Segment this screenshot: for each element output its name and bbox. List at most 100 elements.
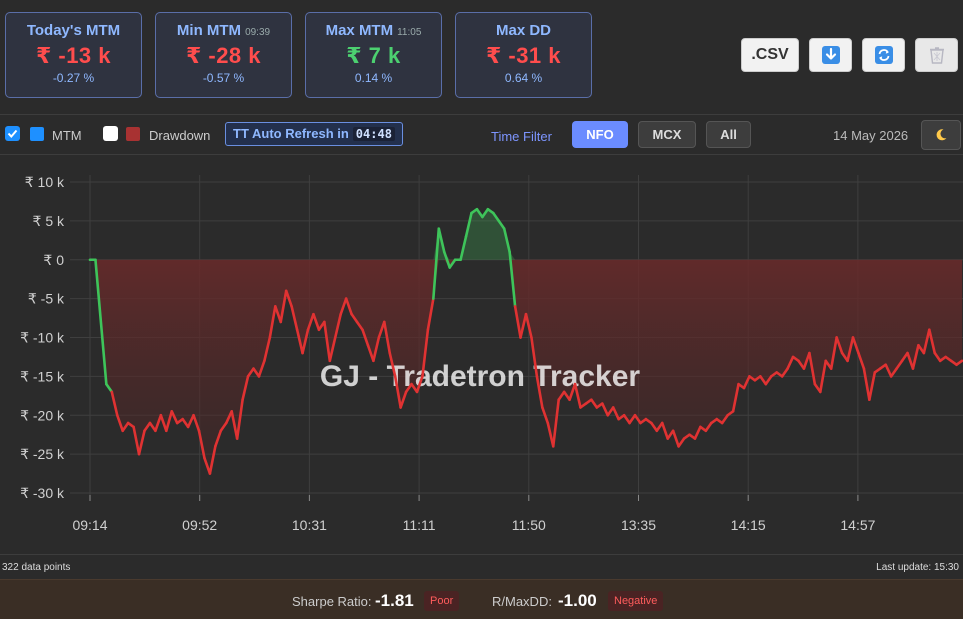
mtm-line-segment bbox=[650, 421, 659, 433]
theme-toggle-button[interactable] bbox=[921, 120, 961, 150]
mtm-line-segment bbox=[115, 413, 124, 433]
card-title: Today's MTM bbox=[26, 22, 121, 39]
x-tick-label: 14:15 bbox=[731, 517, 766, 533]
mtm-line-segment bbox=[851, 336, 860, 355]
mtm-line-segment bbox=[186, 413, 195, 429]
mtm-line-segment bbox=[399, 390, 408, 409]
mtm-line-segment bbox=[475, 207, 484, 219]
card-value: ₹ -13 k bbox=[35, 43, 112, 68]
mtm-line-segment bbox=[889, 367, 898, 378]
auto-refresh-button[interactable]: TT Auto Refresh in 04:48 bbox=[225, 122, 403, 146]
stat-cards: Today's MTM ₹ -13 k -0.27 % Min MTM 09:39… bbox=[5, 12, 592, 98]
divider bbox=[0, 114, 963, 115]
mtm-line-segment bbox=[693, 425, 702, 440]
rmaxdd-label: R/MaxDD: bbox=[492, 594, 552, 609]
card-value: ₹ -31 k bbox=[485, 43, 562, 68]
mtm-line-segment bbox=[137, 429, 146, 456]
x-tick-label: 11:11 bbox=[403, 517, 436, 533]
rmaxdd-badge: Negative bbox=[608, 591, 664, 611]
mtm-line-segment bbox=[382, 320, 392, 355]
mtm-line-segment bbox=[165, 410, 174, 433]
mtm-line-segment bbox=[105, 382, 114, 394]
card-title: Min MTM 09:39 bbox=[176, 22, 271, 39]
mtm-line-segment bbox=[818, 359, 828, 394]
mtm-line-segment bbox=[502, 227, 511, 254]
csv-export-button[interactable]: .CSV bbox=[741, 38, 799, 72]
y-tick-label: ₹ -15 k bbox=[20, 368, 65, 384]
refresh-icon bbox=[874, 46, 893, 64]
mtm-line-segment bbox=[301, 328, 310, 355]
mtm-line-segment bbox=[846, 336, 855, 363]
mtm-line-segment bbox=[764, 375, 773, 386]
mtm-line-segment bbox=[235, 398, 244, 440]
mtm-line-segment bbox=[393, 375, 402, 409]
mtm-line-segment bbox=[884, 363, 893, 378]
mtm-line-segment bbox=[421, 328, 430, 378]
y-tick-label: ₹ -5 k bbox=[28, 291, 65, 307]
mtm-line-segment bbox=[868, 371, 877, 401]
mtm-line-segment bbox=[862, 367, 871, 401]
mtm-line-segment bbox=[568, 382, 577, 401]
mtm-line-segment bbox=[573, 382, 582, 409]
mtm-line-segment bbox=[295, 328, 304, 355]
download-button[interactable] bbox=[809, 38, 852, 72]
mtm-line-segment bbox=[906, 351, 915, 370]
mtm-checkbox[interactable] bbox=[5, 126, 20, 141]
refresh-button[interactable] bbox=[862, 38, 905, 72]
mtm-line-segment bbox=[312, 312, 321, 332]
mtm-line-segment bbox=[677, 437, 686, 448]
mtm-line-segment bbox=[829, 336, 838, 370]
mtm-line-segment bbox=[159, 413, 168, 433]
check-icon bbox=[7, 129, 18, 138]
mtm-line-segment bbox=[432, 227, 441, 300]
x-tick-label: 09:52 bbox=[182, 517, 217, 533]
filter-nfo[interactable]: NFO bbox=[572, 121, 628, 148]
countdown-timer: 04:48 bbox=[352, 127, 395, 141]
data-points-count: 322 data points bbox=[2, 562, 71, 573]
mtm-line-segment bbox=[257, 359, 266, 378]
x-tick-label: 14:57 bbox=[840, 517, 875, 533]
mtm-line-segment bbox=[361, 328, 370, 347]
y-tick-label: ₹ -30 k bbox=[20, 485, 65, 501]
mtm-line-segment bbox=[786, 355, 795, 370]
mtm-line-segment bbox=[546, 421, 555, 448]
mtm-line-segment bbox=[279, 289, 288, 324]
mtm-line-segment bbox=[464, 211, 473, 238]
mtm-line-segment bbox=[404, 382, 413, 394]
drawdown-checkbox[interactable] bbox=[103, 126, 118, 141]
mtm-line-segment bbox=[835, 336, 844, 355]
mtm-line-segment bbox=[551, 398, 561, 448]
x-tick-label: 13:35 bbox=[621, 517, 656, 533]
mtm-line-segment bbox=[344, 297, 353, 316]
card-pct: -0.57 % bbox=[202, 71, 245, 85]
mtm-line-segment bbox=[208, 445, 217, 475]
mtm-line-segment bbox=[355, 320, 364, 332]
card-max-mtm: Max MTM 11:05 ₹ 7 k 0.14 % bbox=[305, 12, 442, 98]
filter-all[interactable]: All bbox=[706, 121, 751, 148]
mtm-line-segment bbox=[611, 406, 620, 421]
mtm-line-segment bbox=[557, 390, 566, 401]
mtm-line-segment bbox=[197, 429, 206, 460]
mtm-line-segment bbox=[704, 421, 713, 433]
mtm-line-segment bbox=[606, 406, 615, 417]
mtm-line-segment bbox=[132, 425, 141, 456]
card-time: 09:39 bbox=[245, 27, 271, 38]
mtm-line-segment bbox=[720, 413, 729, 425]
card-min-mtm: Min MTM 09:39 ₹ -28 k -0.57 % bbox=[155, 12, 292, 98]
mtm-line-segment bbox=[273, 305, 283, 324]
mtm-chart: GJ - Tradetron Tracker ₹ 10 k ₹ 5 k ₹ 0 ₹ -… bbox=[20, 174, 963, 533]
filter-mcx[interactable]: MCX bbox=[638, 121, 696, 148]
card-pct: 0.14 % bbox=[354, 71, 393, 85]
card-max-dd: Max DD ₹ -31 k 0.64 % bbox=[455, 12, 592, 98]
mtm-line-segment bbox=[94, 258, 108, 386]
mtm-line-segment bbox=[214, 429, 223, 448]
clear-button[interactable] bbox=[915, 38, 958, 72]
drawdown-area bbox=[90, 259, 962, 474]
mtm-line-segment bbox=[895, 359, 904, 370]
mtm-line-segment bbox=[388, 351, 397, 378]
mtm-line-segment bbox=[143, 421, 152, 433]
last-update: Last update: 15:30 bbox=[876, 562, 959, 573]
mtm-line-segment bbox=[590, 398, 599, 409]
mtm-line-segment bbox=[219, 421, 228, 433]
y-tick-label: ₹ -20 k bbox=[20, 407, 65, 423]
